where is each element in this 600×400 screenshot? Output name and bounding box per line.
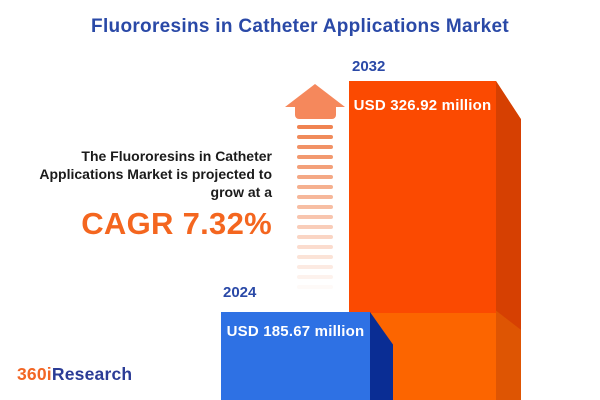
description-line-2: Applications Market is projected to: [39, 166, 272, 182]
arrow-stripe: [297, 225, 333, 229]
arrow-stripe: [297, 265, 333, 269]
arrow-stripe: [297, 155, 333, 159]
arrow-neck: [294, 107, 336, 119]
description-block: The Fluororesins in Catheter Application…: [12, 147, 272, 239]
logo-research-text: Research: [51, 364, 133, 384]
growth-arrow-icon: [285, 84, 345, 295]
arrow-stripe: [297, 125, 333, 129]
arrow-stripe: [297, 145, 333, 149]
arrow-stripe: [297, 185, 333, 189]
arrow-head: [285, 84, 345, 107]
arrow-stripe: [297, 135, 333, 139]
description-line-1: The Fluororesins in Catheter: [81, 148, 272, 164]
arrow-stripe: [297, 285, 333, 289]
bar-2032-value-label: USD 326.92 million: [353, 97, 492, 114]
bar-2032-side-face-top: [496, 81, 521, 330]
arrow-stripe: [297, 175, 333, 179]
description-line-3: grow at a: [210, 184, 272, 200]
label-year-2024: 2024: [223, 284, 257, 301]
logo-360i-text: 360i: [17, 364, 52, 384]
cagr-value: CAGR 7.32%: [81, 206, 272, 241]
arrow-stripe: [297, 165, 333, 169]
label-year-2032: 2032: [352, 58, 386, 75]
arrow-stripe: [297, 195, 333, 199]
page-title: Fluororesins in Catheter Applications Ma…: [91, 16, 509, 37]
bar-2032-side-face: [496, 81, 521, 400]
arrow-stripe: [297, 275, 333, 279]
arrow-stripe: [297, 255, 333, 259]
arrow-stripe: [297, 215, 333, 219]
bar-2024-value-label: USD 185.67 million: [226, 323, 365, 340]
arrow-stripe: [297, 245, 333, 249]
brand-logo: 360iResearch: [17, 364, 132, 385]
arrow-stripe: [297, 235, 333, 239]
bar-2024-front-face: [221, 312, 370, 400]
bar-2024: USD 185.67 million: [221, 312, 393, 400]
bar-2024-side-face: [370, 312, 393, 400]
arrow-fade-stripes: [297, 125, 333, 295]
arrow-stripe: [297, 205, 333, 209]
